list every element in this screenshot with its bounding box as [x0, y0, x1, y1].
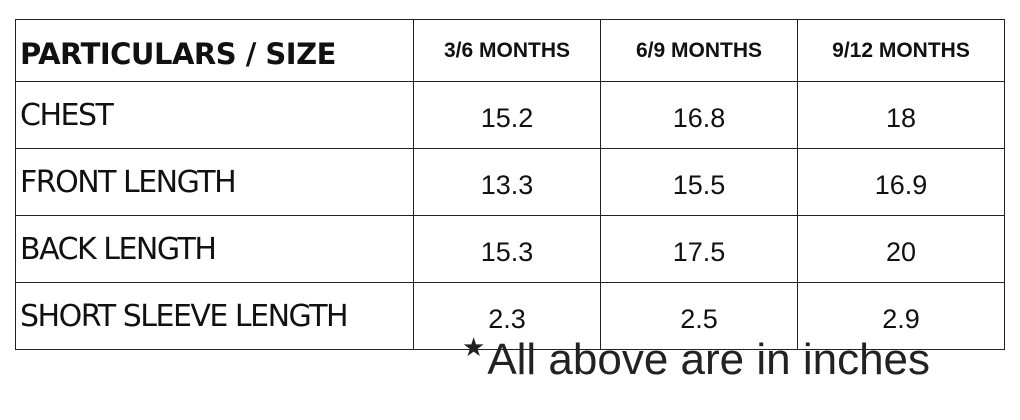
table-row: CHEST 15.2 16.8 18: [15, 81, 1005, 149]
row-label: SHORT SLEEVE LENGTH: [15, 282, 414, 350]
cell-value: 2.5: [600, 282, 798, 350]
units-note-text: All above are in inches: [487, 335, 931, 384]
cell-value: 2.3: [413, 282, 601, 350]
cell-value: 18: [797, 81, 1005, 149]
header-9-12-months: 9/12 MONTHS: [797, 19, 1005, 82]
header-3-6-months: 3/6 MONTHS: [413, 19, 601, 82]
cell-value: 17.5: [600, 215, 798, 283]
table-row: SHORT SLEEVE LENGTH 2.3 2.5 2.9: [15, 282, 1005, 350]
header-particulars: PARTICULARS / SIZE: [15, 19, 414, 82]
cell-value: 13.3: [413, 148, 601, 216]
header-6-9-months: 6/9 MONTHS: [600, 19, 798, 82]
row-label: FRONT LENGTH: [15, 148, 414, 216]
cell-value: 16.9: [797, 148, 1005, 216]
size-chart-table: PARTICULARS / SIZE 3/6 MONTHS 6/9 MONTHS…: [15, 19, 1005, 350]
table-row: BACK LENGTH 15.3 17.5 20: [15, 215, 1005, 283]
cell-value: 16.8: [600, 81, 798, 149]
cell-value: 15.3: [413, 215, 601, 283]
cell-value: 20: [797, 215, 1005, 283]
table-header-row: PARTICULARS / SIZE 3/6 MONTHS 6/9 MONTHS…: [15, 19, 1005, 82]
table-row: FRONT LENGTH 13.3 15.5 16.9: [15, 148, 1005, 216]
cell-value: 15.5: [600, 148, 798, 216]
cell-value: 15.2: [413, 81, 601, 149]
star-icon: ★: [462, 332, 486, 362]
cell-value: 2.9: [797, 282, 1005, 350]
units-note: ★All above are in inches: [462, 332, 931, 385]
row-label: BACK LENGTH: [15, 215, 414, 283]
row-label: CHEST: [15, 81, 414, 149]
